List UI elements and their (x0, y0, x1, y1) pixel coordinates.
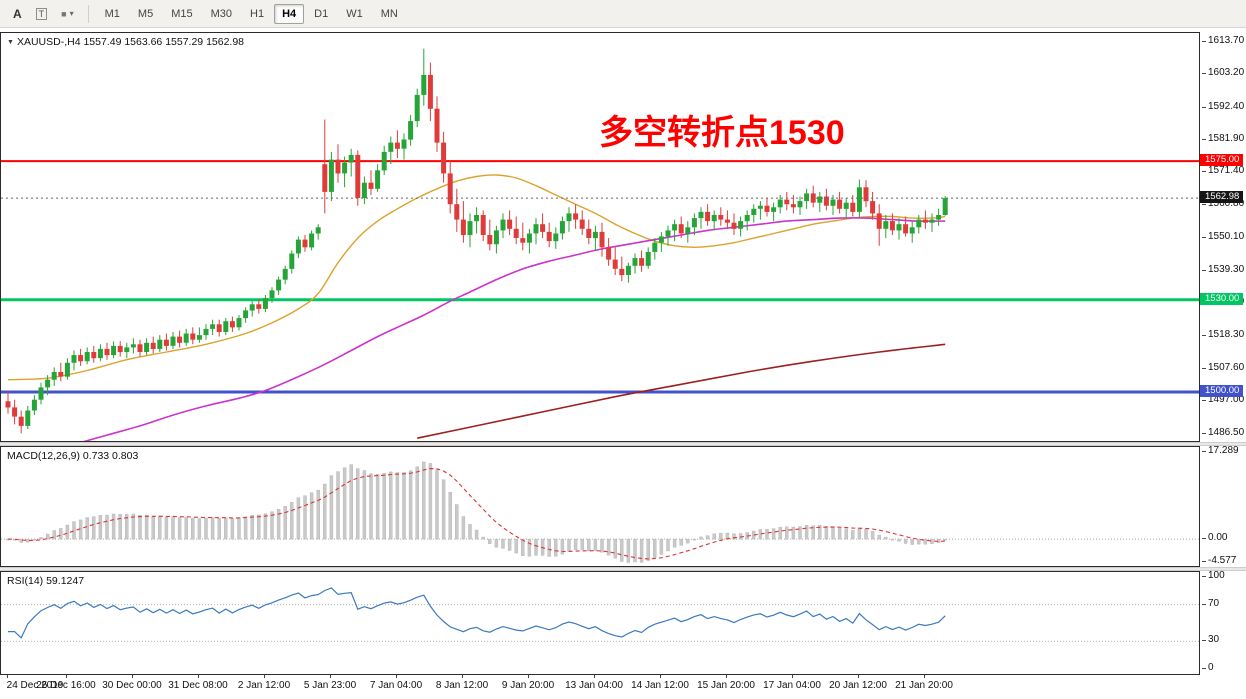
macd-chart-area[interactable]: MACD(12,26,9) 0.733 0.803 (0, 446, 1200, 567)
chart-ohlc-title: ▼ XAUUSD-,H4 1557.49 1563.66 1557.29 156… (7, 36, 244, 48)
price-axis-tick: 1592.40 (1202, 102, 1244, 112)
rsi-axis-tick: 70 (1202, 599, 1219, 609)
time-axis-label: 15 Jan 20:00 (697, 680, 755, 691)
time-axis-tick (792, 675, 793, 678)
time-axis-tick (66, 675, 67, 678)
time-axis-label: 5 Jan 23:00 (303, 680, 357, 691)
time-axis-tick (330, 675, 331, 678)
time-axis-label: 8 Jan 12:00 (435, 680, 489, 691)
time-axis-label: 14 Jan 12:00 (631, 680, 689, 691)
macd-axis[interactable]: 17.289 0.00 -4.577 (1200, 446, 1246, 567)
time-axis-tick (528, 675, 529, 678)
timeframe-button-m15[interactable]: M15 (171, 7, 193, 20)
time-axis-label: 20 Jan 12:00 (829, 680, 887, 691)
toolbar: A T ■ ▾ M1 M5 M15 M30 H1 H4 D1 W1 MN (0, 0, 1246, 28)
time-axis-tick (7, 675, 8, 678)
timeframe-button-mn[interactable]: MN (380, 7, 398, 20)
time-axis-tick (132, 675, 133, 678)
font-tool-icon: A (13, 6, 22, 21)
macd-svg (1, 461, 1199, 563)
time-axis-tick (462, 675, 463, 678)
price-axis-tick: 1613.70 (1202, 36, 1244, 46)
price-axis-tick: 1603.20 (1202, 68, 1244, 78)
time-axis-label: 24 Dec 2019 (6, 680, 64, 691)
tool-group: A T ■ ▾ (6, 3, 81, 25)
drawing-tools-dropdown-icon: ■ (61, 8, 67, 19)
macd-panel: MACD(12,26,9) 0.733 0.803 17.289 0.00 -4.5… (0, 446, 1246, 567)
price-axis-tick: 1507.60 (1202, 363, 1244, 373)
chart-workspace: ▼ XAUUSD-,H4 1557.49 1563.66 1557.29 156… (0, 28, 1246, 699)
price-axis-tick: 1518.30 (1202, 330, 1244, 340)
main-price-axis[interactable]: 1613.70 1603.20 1592.40 1581.90 1571.40 1560.… (1200, 32, 1246, 442)
time-axis-tick (726, 675, 727, 678)
text-frame-tool-icon: T (35, 7, 48, 20)
price-tag-1575.00: 1575.00 (1200, 154, 1243, 166)
timeframe-button-h1[interactable]: H1 (250, 7, 265, 20)
timeframe-button-m5[interactable]: M5 (137, 7, 154, 20)
panel-divider[interactable] (0, 567, 1246, 571)
time-axis-tick (264, 675, 265, 678)
panel-divider[interactable] (0, 442, 1246, 446)
time-axis-tick (594, 675, 595, 678)
time-axis-label: 9 Jan 20:00 (501, 680, 555, 691)
timeframe-button-d1[interactable]: D1 (314, 7, 329, 20)
macd-axis-tick: -4.577 (1202, 556, 1236, 566)
time-axis-tick (924, 675, 925, 678)
timeframe-group: M1 M5 M15 M30 H1 H4 D1 W1 MN (96, 3, 407, 24)
toolbar-drawing-tools-dropdown[interactable]: ■ ▾ (54, 5, 80, 23)
time-axis-label: 31 Dec 08:00 (168, 680, 228, 691)
timeframe-button-h4[interactable]: H4 (274, 3, 305, 24)
price-axis-tick: 1539.30 (1202, 265, 1244, 275)
price-axis-tick: 1486.50 (1202, 428, 1244, 438)
time-axis-tick (660, 675, 661, 678)
macd-axis-tick: 0.00 (1202, 533, 1227, 543)
rsi-axis-tick: 0 (1202, 663, 1214, 673)
rsi-chart-area[interactable]: RSI(14) 59.1247 (0, 571, 1200, 675)
timeframe-button-m1[interactable]: M1 (104, 7, 120, 20)
time-axis-label: 21 Jan 20:00 (895, 680, 953, 691)
rsi-panel: RSI(14) 59.1247 100 70 30 0 (0, 571, 1246, 675)
time-axis-tick (858, 675, 859, 678)
price-axis-tick: 1560.80 (1202, 199, 1244, 209)
time-axis-label: 30 Dec 00:00 (102, 680, 162, 691)
chart-title-text: XAUUSD-,H4 1557.49 1563.66 1557.29 1562.… (16, 36, 245, 48)
rsi-svg (1, 587, 1199, 642)
rsi-label: RSI(14) 59.1247 (7, 575, 85, 587)
rsi-axis-tick: 100 (1202, 571, 1225, 581)
macd-axis-tick: 17.289 (1202, 446, 1239, 456)
time-axis-label: 17 Jan 04:00 (763, 680, 821, 691)
main-chart-svg (1, 48, 1199, 441)
price-axis-tick: 1581.90 (1202, 134, 1244, 144)
time-axis-label: 13 Jan 04:00 (565, 680, 623, 691)
time-axis[interactable]: 24 Dec 2019 26 Dec 16:00 30 Dec 00:00 31 De… (0, 675, 1246, 699)
rsi-axis-tick: 30 (1202, 635, 1219, 645)
time-axis-tick (198, 675, 199, 678)
price-axis-tick: 1497.00 (1202, 395, 1244, 405)
toolbar-text-frame-tool[interactable]: T (29, 4, 55, 24)
timeframe-button-w1[interactable]: W1 (346, 7, 363, 20)
toolbar-font-tool[interactable]: A (6, 3, 29, 25)
price-axis-tick: 1550.10 (1202, 232, 1244, 242)
main-panel: ▼ XAUUSD-,H4 1557.49 1563.66 1557.29 156… (0, 32, 1246, 442)
dropdown-arrow-icon: ▾ (69, 9, 74, 18)
time-axis-tick (396, 675, 397, 678)
current-price-tag: 1562.98 (1200, 191, 1243, 203)
price-tag-1500.00: 1500.00 (1200, 385, 1243, 397)
time-axis-label: 7 Jan 04:00 (369, 680, 423, 691)
price-axis-tick: 1571.40 (1202, 166, 1244, 176)
trend-annotation: 多空转折点1530 (599, 114, 845, 152)
price-tag-1530.00: 1530.00 (1200, 293, 1243, 305)
toolbar-separator (87, 4, 89, 23)
time-axis-label: 26 Dec 16:00 (36, 680, 96, 691)
rsi-axis[interactable]: 100 70 30 0 (1200, 571, 1246, 675)
timeframe-button-m30[interactable]: M30 (210, 7, 232, 20)
macd-label: MACD(12,26,9) 0.733 0.803 (7, 450, 139, 462)
symbol-dropdown-icon: ▼ (7, 38, 14, 46)
time-axis-label: 2 Jan 12:00 (237, 680, 291, 691)
main-chart-area[interactable]: ▼ XAUUSD-,H4 1557.49 1563.66 1557.29 156… (0, 32, 1200, 442)
